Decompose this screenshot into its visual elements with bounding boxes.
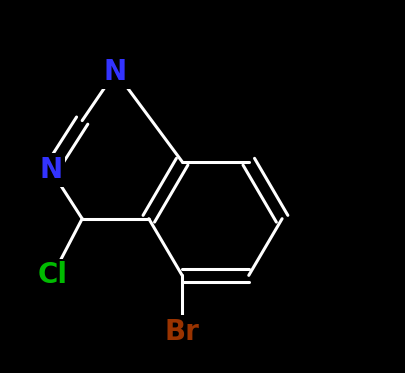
Text: N: N: [104, 58, 127, 86]
Text: Cl: Cl: [38, 261, 68, 289]
Text: N: N: [39, 156, 62, 184]
Text: Br: Br: [165, 318, 200, 346]
